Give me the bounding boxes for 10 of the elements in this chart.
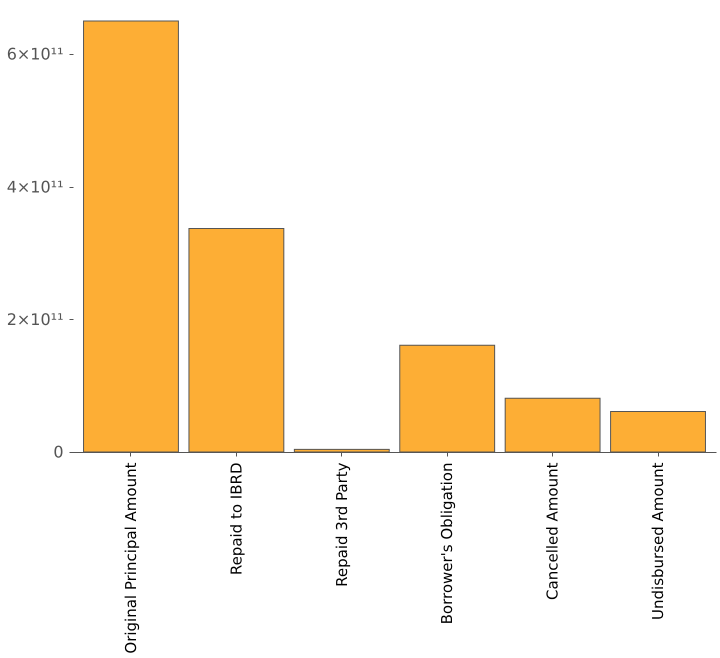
y-tick-label: 6×10¹¹: [6, 44, 64, 64]
x-tick-label: Repaid 3rd Party: [332, 462, 351, 587]
x-tick-label: Cancelled Amount: [544, 462, 562, 600]
x-tick-label: Original Principal Amount: [122, 462, 140, 654]
x-tick-label: Undisbursed Amount: [649, 462, 668, 620]
y-tick-label: 0: [53, 442, 64, 462]
x-tick-label: Repaid to IBRD: [227, 462, 246, 576]
x-tick-label: Borrower's Obligation: [438, 462, 456, 624]
y-tick-label: 4×10¹¹: [6, 177, 64, 196]
y-tick-label: 2×10¹¹: [6, 310, 64, 329]
